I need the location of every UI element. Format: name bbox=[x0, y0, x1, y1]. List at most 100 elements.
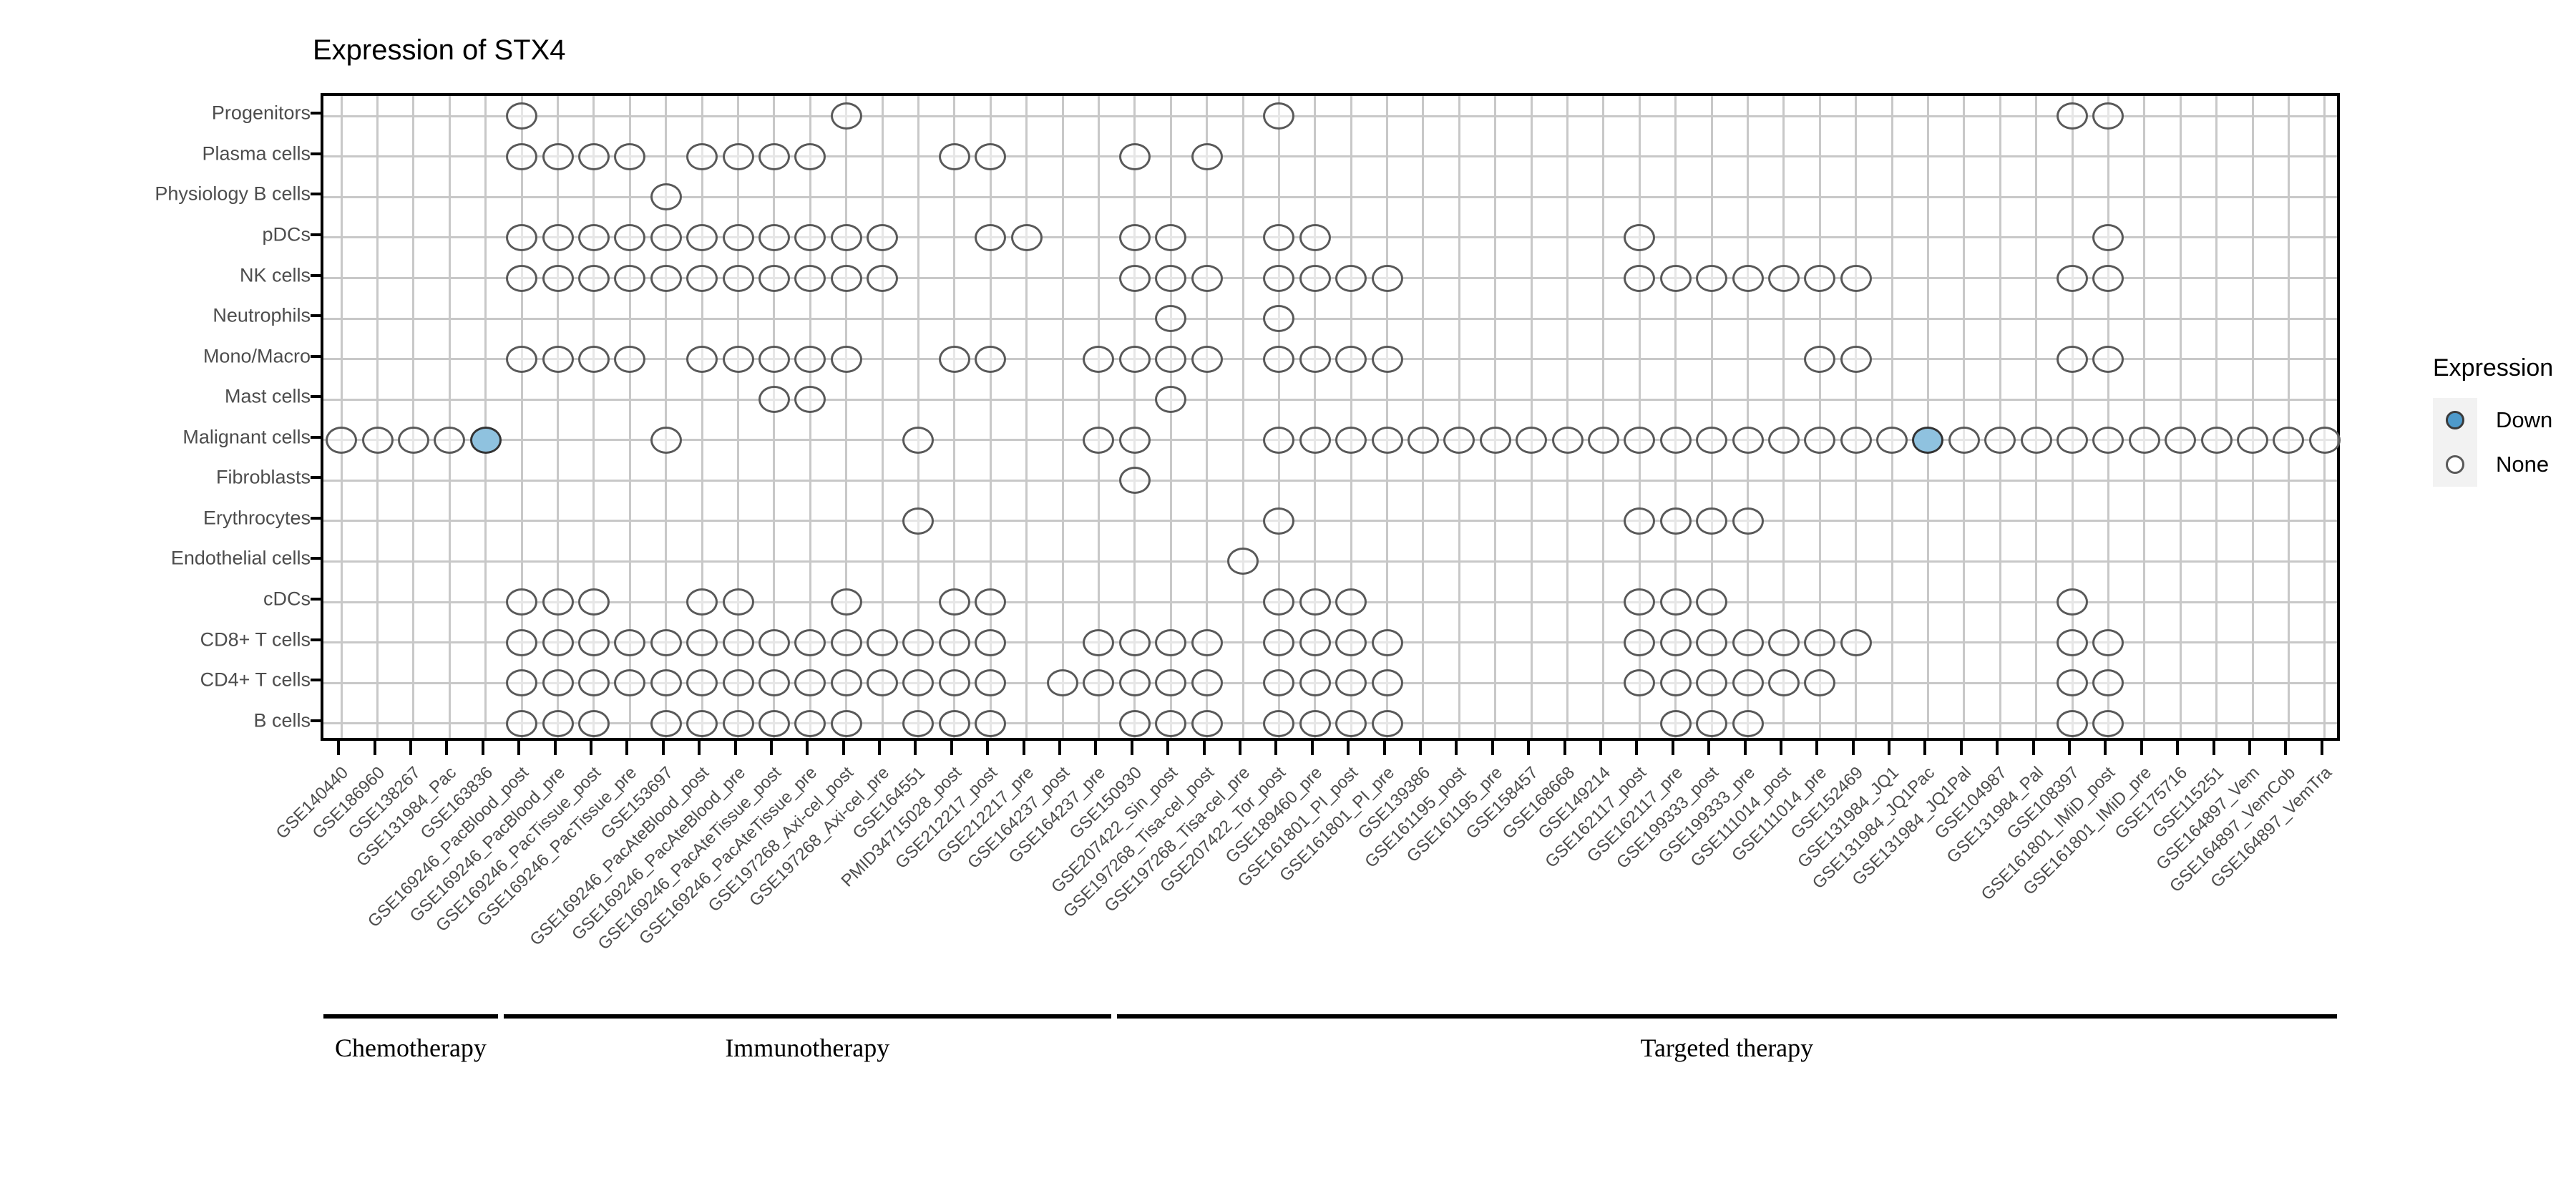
dot-none[interactable] bbox=[758, 345, 790, 373]
dot-none[interactable] bbox=[2165, 426, 2197, 454]
dot-none[interactable] bbox=[506, 142, 538, 170]
dot-none[interactable] bbox=[1118, 264, 1151, 292]
dot-none[interactable] bbox=[686, 345, 718, 373]
dot-none[interactable] bbox=[1335, 588, 1367, 616]
dot-none[interactable] bbox=[577, 709, 610, 737]
dot-none[interactable] bbox=[1804, 264, 1836, 292]
dot-none[interactable] bbox=[722, 142, 754, 170]
dot-none[interactable] bbox=[975, 223, 1007, 251]
dot-none[interactable] bbox=[867, 669, 899, 697]
dot-none[interactable] bbox=[867, 628, 899, 656]
dot-none[interactable] bbox=[650, 264, 682, 292]
dot-none[interactable] bbox=[2092, 628, 2124, 656]
dot-none[interactable] bbox=[542, 588, 574, 616]
dot-none[interactable] bbox=[2057, 628, 2089, 656]
dot-down[interactable] bbox=[469, 426, 502, 454]
dot-none[interactable] bbox=[758, 669, 790, 697]
dot-none[interactable] bbox=[1696, 507, 1728, 535]
dot-none[interactable] bbox=[686, 264, 718, 292]
dot-none[interactable] bbox=[1840, 345, 1872, 373]
dot-none[interactable] bbox=[542, 709, 574, 737]
dot-none[interactable] bbox=[758, 264, 790, 292]
dot-none[interactable] bbox=[1840, 426, 1872, 454]
dot-none[interactable] bbox=[1299, 588, 1331, 616]
dot-none[interactable] bbox=[1299, 223, 1331, 251]
dot-none[interactable] bbox=[1371, 345, 1403, 373]
dot-none[interactable] bbox=[577, 264, 610, 292]
dot-none[interactable] bbox=[1227, 548, 1259, 575]
dot-none[interactable] bbox=[686, 669, 718, 697]
dot-none[interactable] bbox=[1335, 628, 1367, 656]
dot-none[interactable] bbox=[830, 345, 862, 373]
dot-none[interactable] bbox=[1155, 669, 1187, 697]
dot-none[interactable] bbox=[506, 669, 538, 697]
dot-none[interactable] bbox=[1732, 669, 1764, 697]
dot-none[interactable] bbox=[1551, 426, 1584, 454]
dot-none[interactable] bbox=[1010, 223, 1043, 251]
dot-none[interactable] bbox=[1263, 345, 1295, 373]
dot-none[interactable] bbox=[722, 345, 754, 373]
dot-none[interactable] bbox=[542, 669, 574, 697]
dot-none[interactable] bbox=[1191, 669, 1223, 697]
dot-none[interactable] bbox=[1948, 426, 1980, 454]
dot-none[interactable] bbox=[1191, 264, 1223, 292]
dot-none[interactable] bbox=[1155, 345, 1187, 373]
legend-item[interactable]: None bbox=[2433, 442, 2553, 487]
dot-none[interactable] bbox=[1083, 628, 1115, 656]
dot-none[interactable] bbox=[830, 628, 862, 656]
dot-none[interactable] bbox=[1407, 426, 1439, 454]
dot-none[interactable] bbox=[542, 142, 574, 170]
dot-none[interactable] bbox=[758, 223, 790, 251]
dot-none[interactable] bbox=[1804, 426, 1836, 454]
dot-none[interactable] bbox=[614, 223, 646, 251]
dot-none[interactable] bbox=[1335, 709, 1367, 737]
dot-none[interactable] bbox=[1335, 426, 1367, 454]
dot-none[interactable] bbox=[1118, 709, 1151, 737]
dot-none[interactable] bbox=[1155, 264, 1187, 292]
dot-none[interactable] bbox=[506, 345, 538, 373]
dot-none[interactable] bbox=[506, 264, 538, 292]
dot-none[interactable] bbox=[542, 264, 574, 292]
dot-none[interactable] bbox=[1263, 264, 1295, 292]
dot-none[interactable] bbox=[577, 628, 610, 656]
dot-none[interactable] bbox=[722, 669, 754, 697]
dot-none[interactable] bbox=[1659, 507, 1692, 535]
dot-none[interactable] bbox=[1263, 426, 1295, 454]
dot-none[interactable] bbox=[1263, 305, 1295, 333]
dot-none[interactable] bbox=[1659, 264, 1692, 292]
dot-none[interactable] bbox=[1659, 426, 1692, 454]
dot-none[interactable] bbox=[1263, 628, 1295, 656]
dot-none[interactable] bbox=[577, 669, 610, 697]
dot-none[interactable] bbox=[830, 223, 862, 251]
dot-none[interactable] bbox=[2092, 345, 2124, 373]
dot-none[interactable] bbox=[686, 142, 718, 170]
dot-none[interactable] bbox=[794, 142, 826, 170]
dot-none[interactable] bbox=[1191, 628, 1223, 656]
dot-none[interactable] bbox=[1335, 345, 1367, 373]
dot-none[interactable] bbox=[577, 223, 610, 251]
dot-none[interactable] bbox=[1299, 628, 1331, 656]
dot-none[interactable] bbox=[722, 588, 754, 616]
dot-none[interactable] bbox=[975, 588, 1007, 616]
dot-none[interactable] bbox=[1299, 669, 1331, 697]
dot-none[interactable] bbox=[867, 223, 899, 251]
dot-none[interactable] bbox=[1516, 426, 1548, 454]
dot-none[interactable] bbox=[1118, 467, 1151, 495]
dot-none[interactable] bbox=[902, 669, 935, 697]
dot-none[interactable] bbox=[2057, 102, 2089, 130]
dot-none[interactable] bbox=[794, 264, 826, 292]
dot-none[interactable] bbox=[1624, 426, 1656, 454]
dot-none[interactable] bbox=[1191, 345, 1223, 373]
dot-none[interactable] bbox=[542, 345, 574, 373]
dot-none[interactable] bbox=[614, 142, 646, 170]
dot-none[interactable] bbox=[902, 709, 935, 737]
dot-none[interactable] bbox=[1659, 628, 1692, 656]
legend-item[interactable]: Down bbox=[2433, 398, 2553, 442]
dot-none[interactable] bbox=[1696, 628, 1728, 656]
dot-none[interactable] bbox=[1767, 426, 1800, 454]
dot-none[interactable] bbox=[758, 709, 790, 737]
dot-none[interactable] bbox=[1083, 426, 1115, 454]
dot-none[interactable] bbox=[1624, 588, 1656, 616]
dot-none[interactable] bbox=[2057, 669, 2089, 697]
dot-none[interactable] bbox=[2308, 426, 2341, 454]
